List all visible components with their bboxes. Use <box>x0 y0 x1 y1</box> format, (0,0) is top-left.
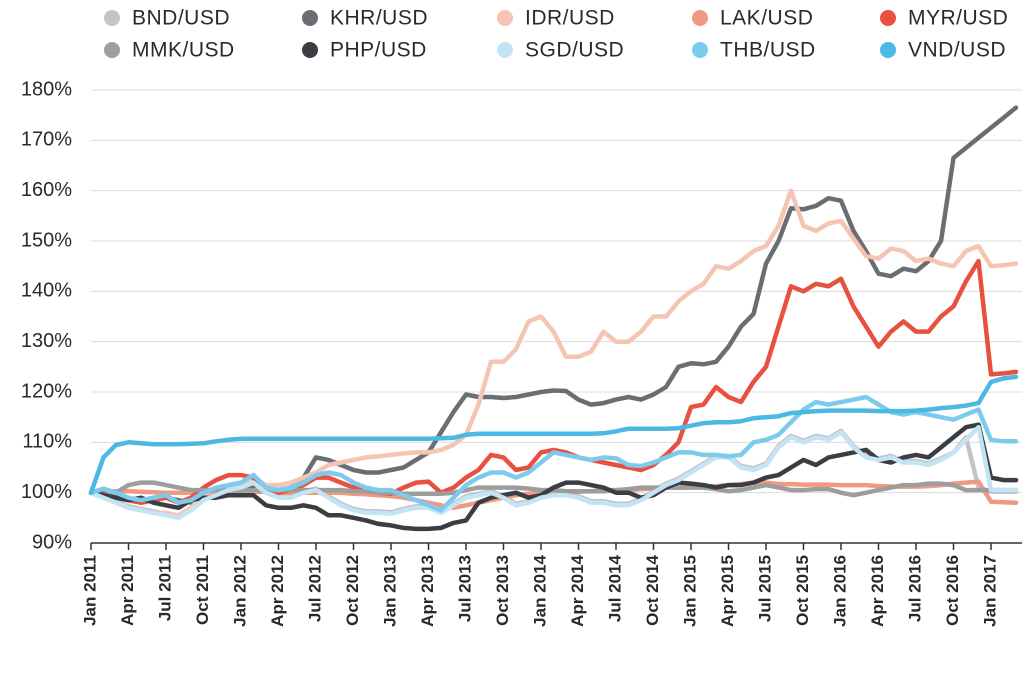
x-tick-label: Apr 2016 <box>868 555 887 627</box>
x-tick-label: Jan 2014 <box>530 554 549 626</box>
legend-label: KHR/USD <box>330 7 428 30</box>
legend-label: THB/USD <box>720 39 816 62</box>
x-tick-label: Apr 2014 <box>568 554 587 626</box>
legend-swatch <box>302 10 318 26</box>
legend-label: VND/USD <box>908 39 1006 62</box>
series-line <box>88 258 1019 505</box>
y-tick-label: 160% <box>21 179 72 201</box>
legend-item: MYR/USD <box>880 7 1008 30</box>
series-line <box>88 394 1019 513</box>
x-tick-label: Jul 2016 <box>905 555 924 622</box>
x-tick-label: Jul 2015 <box>755 555 774 622</box>
legend-swatch <box>104 10 120 26</box>
legend-swatch <box>497 10 513 26</box>
legend-item: LAK/USD <box>692 7 813 30</box>
legend-item: KHR/USD <box>302 7 428 30</box>
x-tick-label: Jan 2011 <box>80 555 99 626</box>
series-line <box>88 422 1019 532</box>
x-tick-label: Oct 2014 <box>643 554 662 625</box>
x-tick-label: Jan 2017 <box>980 555 999 627</box>
x-tick-label: Jul 2014 <box>605 554 624 622</box>
x-tick-label: Jul 2013 <box>455 555 474 622</box>
x-tick-label: Apr 2013 <box>418 555 437 627</box>
legend-label: BND/USD <box>132 7 230 30</box>
legend-item: SGD/USD <box>497 39 624 62</box>
legend-swatch <box>692 10 708 26</box>
y-tick-label: 120% <box>21 380 72 402</box>
x-tick-label: Oct 2015 <box>793 555 812 626</box>
series-line <box>88 424 1019 521</box>
legend-swatch <box>692 42 708 58</box>
series-line <box>88 105 1019 505</box>
x-tick-label: Jul 2011 <box>155 555 174 621</box>
y-tick-label: 90% <box>32 531 72 553</box>
y-tick-label: 170% <box>21 129 72 151</box>
series-line <box>88 374 1019 495</box>
x-tick-label: Apr 2012 <box>268 555 287 627</box>
legend-label: LAK/USD <box>720 7 813 30</box>
x-tick-label: Jan 2013 <box>380 555 399 627</box>
legend-swatch <box>880 42 896 58</box>
x-tick-label: Oct 2016 <box>943 555 962 626</box>
legend-item: VND/USD <box>880 39 1006 62</box>
y-tick-label: 100% <box>21 481 72 503</box>
legend-swatch <box>497 42 513 58</box>
legend-item: PHP/USD <box>302 39 427 62</box>
y-tick-label: 110% <box>22 431 72 453</box>
y-tick-label: 140% <box>21 280 72 302</box>
legend-swatch <box>302 42 318 58</box>
x-tick-label: Apr 2011 <box>118 555 137 626</box>
legend-label: MMK/USD <box>132 39 235 62</box>
x-tick-label: Oct 2011 <box>193 555 212 625</box>
x-tick-label: Jan 2016 <box>830 555 849 627</box>
x-tick-label: Oct 2012 <box>343 555 362 626</box>
x-tick-label: Jan 2015 <box>680 555 699 627</box>
legend-item: IDR/USD <box>497 7 615 30</box>
legend-label: MYR/USD <box>908 7 1008 30</box>
legend-label: PHP/USD <box>330 39 427 62</box>
y-tick-label: 180% <box>21 78 72 100</box>
x-tick-label: Apr 2015 <box>718 555 737 627</box>
legend-label: IDR/USD <box>525 7 615 30</box>
x-tick-label: Jul 2012 <box>305 555 324 622</box>
y-tick-label: 130% <box>21 330 72 352</box>
y-tick-label: 150% <box>21 229 72 251</box>
legend-swatch <box>104 42 120 58</box>
legend-item: THB/USD <box>692 39 816 62</box>
x-tick-label: Jan 2012 <box>230 555 249 627</box>
legend-swatch <box>880 10 896 26</box>
series-line <box>88 188 1019 518</box>
legend-item: MMK/USD <box>104 39 235 62</box>
legend-label: SGD/USD <box>525 39 624 62</box>
legend-item: BND/USD <box>104 7 230 30</box>
x-tick-label: Oct 2013 <box>493 555 512 626</box>
